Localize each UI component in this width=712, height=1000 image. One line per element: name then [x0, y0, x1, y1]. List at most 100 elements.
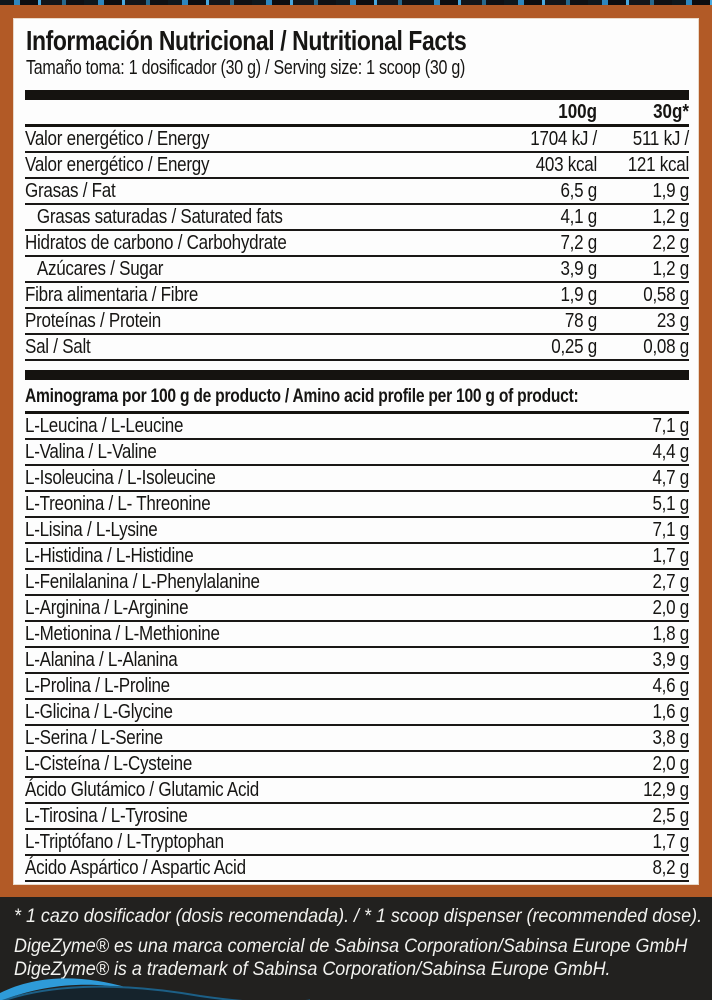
amino-acid-value: 4,6 g	[652, 675, 689, 697]
value-per-100g: 403 kcal	[535, 154, 598, 176]
amino-acid-name: L-Lisina / L-Lysine	[25, 519, 158, 541]
value-per-30g: 511 kJ /	[632, 128, 689, 150]
nutrition-row: Valor energético / Energy 403 kcal 121 kca…	[25, 153, 689, 179]
value-per-100g: 4,1 g	[560, 206, 597, 228]
amino-acid-name: Ácido Aspártico / Aspartic Acid	[25, 857, 246, 879]
amino-acid-row: L-Treonina / L- Threonine 5,1 g	[25, 492, 689, 518]
value-per-30g: 121 kcal	[627, 154, 690, 176]
value-per-30g: 1,9 g	[652, 180, 689, 202]
value-per-30g: 0,58 g	[643, 284, 689, 306]
amino-section-header-text: Aminograma por 100 g de producto / Amino…	[25, 385, 579, 407]
value-per-100g: 1,9 g	[560, 284, 597, 306]
amino-acid-row: L-Serina / L-Serine 3,8 g	[25, 726, 689, 752]
value-per-100g: 0,25 g	[551, 336, 597, 358]
nutrition-table: Valor energético / Energy 1704 kJ / 511 kJ…	[25, 127, 689, 361]
nutrition-row: Azúcares / Sugar 3,9 g 1,2 g	[25, 257, 689, 283]
serving-size-text: Tamaño toma: 1 dosificador (30 g) / Serv…	[26, 57, 466, 79]
nutrition-panel: Información Nutricional / Nutritional Fa…	[13, 18, 699, 885]
amino-acid-name: L-Arginina / L-Arginine	[25, 597, 189, 619]
column-header-30g: 30g*	[653, 101, 689, 123]
value-per-30g: 0,08 g	[643, 336, 689, 358]
amino-acid-value: 1,7 g	[652, 831, 689, 853]
amino-acid-name: L-Isoleucina / L-Isoleucine	[25, 467, 216, 489]
footnote-line: * 1 cazo dosificador (dosis recomendada)…	[14, 905, 703, 927]
amino-acid-row: L-Isoleucina / L-Isoleucine 4,7 g	[25, 466, 689, 492]
amino-acid-value: 12,9 g	[643, 779, 689, 801]
amino-acid-row: Ácido Glutámico / Glutamic Acid 12,9 g	[25, 778, 689, 804]
amino-acid-value: 4,4 g	[652, 441, 689, 463]
amino-acid-value: 3,9 g	[652, 649, 689, 671]
decorative-swoosh-icon	[0, 978, 310, 1000]
nutrition-row: Grasas / Fat 6,5 g 1,9 g	[25, 179, 689, 205]
amino-acid-value: 1,7 g	[652, 545, 689, 567]
amino-acid-value: 2,7 g	[652, 571, 689, 593]
nutrition-row: Proteínas / Protein 78 g 23 g	[25, 309, 689, 335]
nutrition-row: Valor energético / Energy 1704 kJ / 511 kJ…	[25, 127, 689, 153]
nutrient-name: Azúcares / Sugar	[36, 258, 164, 280]
nutrient-name: Valor energético / Energy	[25, 128, 210, 150]
value-per-100g: 78 g	[564, 310, 597, 332]
divider-bar-amino	[25, 370, 689, 380]
amino-section-header: Aminograma por 100 g de producto / Amino…	[25, 380, 689, 414]
amino-acid-name: L-Tirosina / L-Tyrosine	[25, 805, 188, 827]
footnotes-list: * 1 cazo dosificador (dosis recomendada)…	[14, 905, 702, 981]
amino-acid-value: 1,8 g	[652, 623, 689, 645]
nutrient-name: Sal / Salt	[25, 336, 91, 358]
amino-acid-name: L-Histidina / L-Histidine	[25, 545, 194, 567]
amino-acid-name: L-Cisteína / L-Cysteine	[25, 753, 193, 775]
amino-acid-name: L-Triptófano / L-Tryptophan	[25, 831, 224, 853]
amino-acid-name: L-Valina / L-Valine	[25, 441, 157, 463]
footnote-line: DigeZyme® es una marca comercial de Sabi…	[14, 935, 688, 957]
amino-acid-value: 2,0 g	[652, 753, 689, 775]
amino-acid-value: 4,7 g	[652, 467, 689, 489]
nutrient-name: Proteínas / Protein	[25, 310, 161, 332]
package-texture-strip	[0, 0, 712, 5]
column-header-100g: 100g	[558, 101, 597, 123]
amino-acid-value: 2,0 g	[652, 597, 689, 619]
amino-acid-row: L-Metionina / L-Methionine 1,8 g	[25, 622, 689, 648]
amino-acid-name: Ácido Glutámico / Glutamic Acid	[25, 779, 259, 801]
value-per-100g: 7,2 g	[560, 232, 597, 254]
amino-acid-value: 1,6 g	[652, 701, 689, 723]
nutrient-name: Grasas / Fat	[25, 180, 116, 202]
amino-acid-name: L-Alanina / L-Alanina	[25, 649, 178, 671]
amino-acid-row: L-Histidina / L-Histidine 1,7 g	[25, 544, 689, 570]
nutrition-panel-frame: Información Nutricional / Nutritional Fa…	[0, 5, 712, 897]
amino-acid-name: L-Prolina / L-Proline	[25, 675, 170, 697]
value-per-30g: 1,2 g	[652, 206, 689, 228]
footnote-line: DigeZyme® is a trademark of Sabinsa Corp…	[14, 958, 611, 980]
nutrient-name: Hidratos de carbono / Carbohydrate	[25, 232, 287, 254]
amino-acid-name: L-Glicina / L-Glycine	[25, 701, 173, 723]
amino-acid-value: 3,8 g	[652, 727, 689, 749]
amino-acid-row: L-Triptófano / L-Tryptophan 1,7 g	[25, 830, 689, 856]
amino-acid-name: L-Metionina / L-Methionine	[25, 623, 220, 645]
amino-acid-row: L-Alanina / L-Alanina 3,9 g	[25, 648, 689, 674]
amino-acid-row: L-Cisteína / L-Cysteine 2,0 g	[25, 752, 689, 778]
amino-acid-name: L-Fenilalanina / L-Phenylalanine	[25, 571, 260, 593]
amino-acid-row: L-Glicina / L-Glycine 1,6 g	[25, 700, 689, 726]
divider-bar-top	[25, 90, 689, 100]
amino-acid-value: 7,1 g	[652, 415, 689, 437]
amino-acid-row: L-Prolina / L-Proline 4,6 g	[25, 674, 689, 700]
amino-acid-row: L-Tirosina / L-Tyrosine 2,5 g	[25, 804, 689, 830]
nutrition-row: Hidratos de carbono / Carbohydrate 7,2 g 2…	[25, 231, 689, 257]
amino-acid-value: 5,1 g	[652, 493, 689, 515]
nutrition-row: Fibra alimentaria / Fibre 1,9 g 0,58 g	[25, 283, 689, 309]
value-per-30g: 23 g	[656, 310, 689, 332]
nutrient-name: Valor energético / Energy	[25, 154, 210, 176]
value-per-30g: 1,2 g	[652, 258, 689, 280]
nutrient-name: Fibra alimentaria / Fibre	[25, 284, 199, 306]
amino-acid-value: 2,5 g	[652, 805, 689, 827]
amino-acid-table: L-Leucina / L-Leucine 7,1 g L-Valina / L-V…	[25, 414, 689, 882]
value-per-100g: 3,9 g	[560, 258, 597, 280]
amino-acid-name: L-Serina / L-Serine	[25, 727, 163, 749]
amino-acid-row: Ácido Aspártico / Aspartic Acid 8,2 g	[25, 856, 689, 882]
nutrient-name: Grasas saturadas / Saturated fats	[36, 206, 283, 228]
amino-acid-value: 7,1 g	[652, 519, 689, 541]
nutrition-row: Grasas saturadas / Saturated fats 4,1 g 1,…	[25, 205, 689, 231]
column-header-row: 100g 30g*	[25, 100, 689, 127]
amino-acid-name: L-Leucina / L-Leucine	[25, 415, 184, 437]
panel-title: Información Nutricional / Nutritional Fa…	[26, 25, 467, 56]
amino-acid-name: L-Treonina / L- Threonine	[25, 493, 211, 515]
amino-acid-value: 8,2 g	[652, 857, 689, 879]
